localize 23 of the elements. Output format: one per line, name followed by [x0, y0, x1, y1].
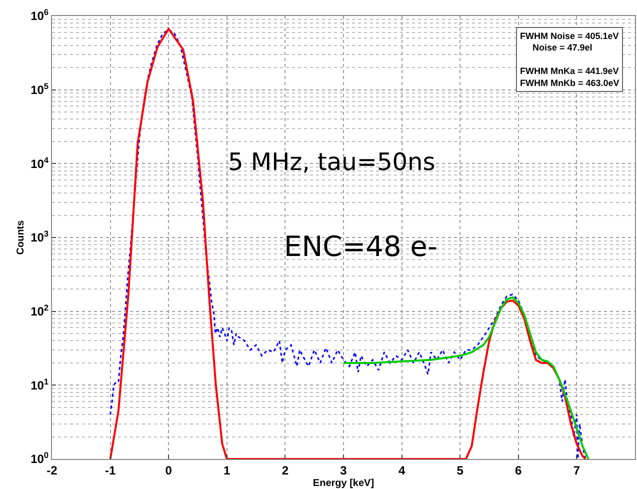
- y-tick-label: 10$^{2}$: [30, 302, 49, 319]
- text: FWHM Noise = 405.1eV Noise = 47.9el FWHM MnKa = 441.9eV FWHM MnKb = 463.0eV: [520, 31, 620, 88]
- x-tick-label: 6: [515, 463, 522, 478]
- x-tick-label: -1: [104, 463, 116, 478]
- x-tick-label: 5: [456, 463, 464, 478]
- x-tick-label: 0: [165, 463, 172, 478]
- x-axis-title: Energy [keV]: [312, 478, 374, 489]
- y-tick-label: 10$^{6}$: [30, 7, 49, 24]
- x-tick-label: 1: [224, 463, 231, 478]
- x-tick-label: 2: [282, 463, 289, 478]
- y-axis-title: Counts: [16, 220, 27, 255]
- line-series: [342, 296, 590, 459]
- x-tick-label: 7: [573, 463, 580, 478]
- y-tick-label: 10$^{1}$: [30, 376, 49, 392]
- annotation: 5 MHz, tau=50ns: [228, 148, 436, 176]
- y-tick-label: 10$^{4}$: [30, 154, 49, 171]
- y-tick-label: 10$^{0}$: [30, 450, 49, 466]
- x-tick-label: -2: [46, 463, 58, 478]
- y-tick-label: 10$^{5}$: [30, 80, 49, 98]
- y-tick-label: 10$^{3}$: [30, 228, 49, 245]
- annotation: ENC=48 e-: [284, 230, 438, 263]
- x-tick-label: 3: [340, 463, 348, 478]
- x-tick-label: 4: [398, 463, 406, 478]
